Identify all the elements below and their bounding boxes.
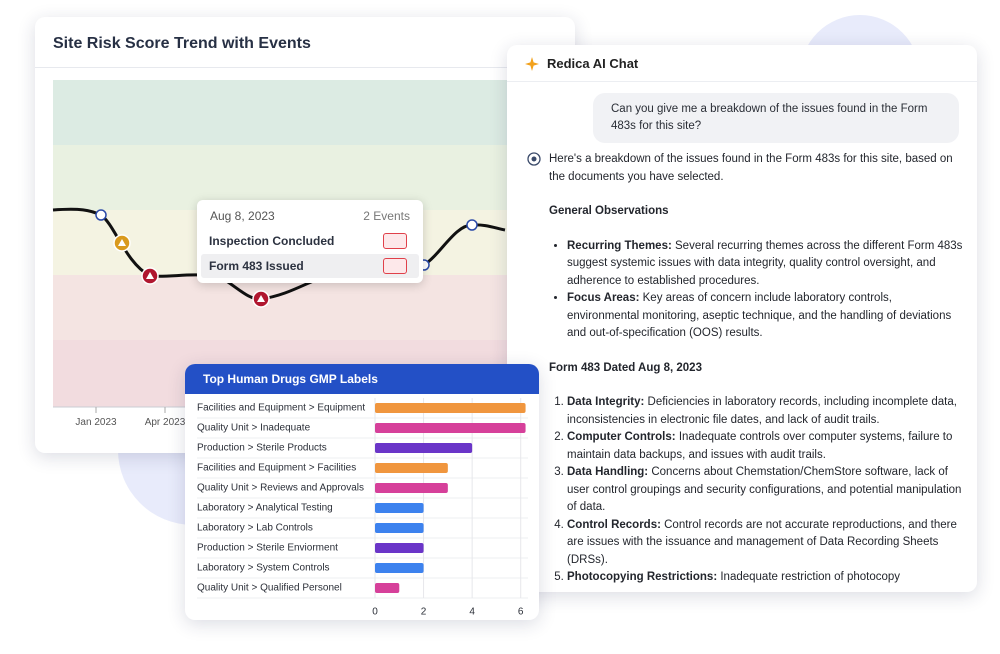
category-label: Laboratory > Lab Controls — [197, 523, 313, 534]
bar — [375, 483, 448, 493]
item-label: Data Handling: — [567, 466, 649, 478]
event-badge — [383, 233, 407, 249]
tooltip-date: Aug 8, 2023 — [210, 209, 275, 223]
chat-title: Redica AI Chat — [507, 45, 977, 82]
list-item: Photocopying Restrictions: Inadequate re… — [567, 569, 964, 587]
x-tick-label: 0 — [372, 607, 378, 618]
tooltip-event[interactable]: Form 483 Issued — [201, 254, 419, 278]
tooltip-count: 2 Events — [363, 209, 410, 223]
list-item: Computer Controls: Inadequate controls o… — [567, 429, 964, 464]
item-label: Focus Areas: — [567, 292, 640, 304]
band — [53, 80, 575, 145]
category-label: Production > Sterile Enviorment — [197, 543, 338, 554]
event-marker[interactable] — [95, 209, 107, 221]
item-label: Data Integrity: — [567, 396, 645, 408]
item-label: Control Records: — [567, 518, 661, 531]
chart-title: Top Human Drugs GMP Labels — [185, 364, 539, 394]
item-text: Several recurring themes across the diff… — [567, 239, 963, 287]
event-label: Inspection Concluded — [209, 234, 335, 248]
list-item: Data Integrity: Deficiencies in laborato… — [567, 394, 964, 429]
section-heading: Form 483 Dated Aug 8, 2023 — [549, 361, 702, 374]
item-list: Data Integrity: Deficiencies in laborato… — [549, 394, 964, 587]
category-label: Quality Unit > Reviews and Approvals — [197, 483, 364, 494]
item-text: Inadequate restriction of photocopy — [720, 571, 901, 583]
event-marker[interactable] — [113, 234, 131, 252]
item-label: Photocopying Restrictions: — [567, 571, 718, 583]
bar — [375, 443, 473, 453]
band — [53, 145, 575, 210]
chat-panel: Redica AI Chat Can you give me a breakdo… — [507, 45, 977, 592]
list-item: Recurring Themes: Several recurring them… — [567, 238, 964, 291]
band — [53, 275, 575, 340]
item-label: Recurring Themes: — [567, 239, 672, 252]
user-message: Can you give me a breakdown of the issue… — [593, 93, 959, 143]
item-text: Concerns about Chemstation/ChemStore sof… — [567, 466, 962, 513]
x-tick-label: 4 — [469, 607, 475, 618]
assistant-reply: Here's a breakdown of the issues found i… — [549, 151, 964, 587]
x-label: Jan 2023 — [75, 417, 117, 428]
item-text: Control records are not accurate reprodu… — [567, 518, 957, 566]
bar — [375, 403, 526, 413]
category-label: Laboratory > System Controls — [197, 563, 330, 574]
card-title: Site Risk Score Trend with Events — [53, 35, 311, 52]
item-text: Deficiencies in laboratory records, incl… — [567, 396, 957, 426]
bar — [375, 583, 400, 593]
section-heading: General Observations — [549, 205, 669, 217]
event-marker[interactable] — [141, 267, 159, 285]
event-marker[interactable] — [252, 290, 270, 308]
category-label: Laboratory > Analytical Testing — [197, 503, 333, 514]
bar — [375, 563, 424, 573]
item-list: Recurring Themes: Several recurring them… — [549, 238, 964, 343]
bar-chart-card: Top Human Drugs GMP Labels 0 2 4 6 Facilitie… — [185, 364, 539, 620]
list-item: Control Records: Control records are not… — [567, 517, 964, 570]
bar — [375, 503, 424, 513]
list-item: Focus Areas: Key areas of concern includ… — [567, 290, 964, 343]
list-item: Data Handling: Concerns about Chemstatio… — [567, 464, 964, 517]
x-tick-label: 2 — [421, 607, 427, 618]
tooltip-event[interactable]: Inspection Concluded — [201, 229, 419, 253]
bar — [375, 543, 424, 553]
bar — [375, 423, 526, 433]
tooltip: Aug 8, 2023 2 Events Inspection Conclude… — [197, 200, 423, 283]
reply-intro: Here's a breakdown of the issues found i… — [549, 153, 953, 183]
divider — [35, 67, 575, 68]
sparkle-icon — [525, 57, 539, 71]
category-label: Facilities and Equipment > Facilities — [197, 463, 356, 474]
bar-chart: 0 2 4 6 Facilities and Equipment > Equipment… — [197, 398, 528, 618]
item-text: Inadequate controls over computer system… — [567, 431, 953, 461]
category-label: Facilities and Equipment > Equipment — [197, 403, 365, 414]
bar — [375, 463, 448, 473]
bar — [375, 523, 424, 533]
item-label: Computer Controls: — [567, 431, 676, 443]
event-label: Form 483 Issued — [209, 259, 304, 273]
item-text: Key areas of concern include laboratory … — [567, 292, 952, 339]
category-label: Quality Unit > Inadequate — [197, 423, 311, 434]
x-label: Apr 2023 — [145, 417, 186, 428]
assistant-avatar — [527, 152, 541, 166]
x-tick-label: 6 — [518, 607, 524, 618]
event-badge — [383, 258, 407, 274]
category-label: Quality Unit > Qualified Personel — [197, 583, 342, 594]
category-label: Production > Sterile Products — [197, 443, 327, 454]
event-marker[interactable] — [466, 219, 478, 231]
